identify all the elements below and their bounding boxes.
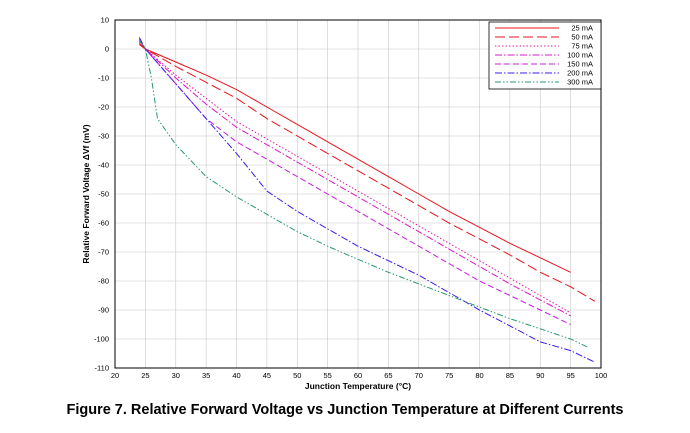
legend-label: 300 mA (567, 78, 593, 87)
series-line-200-ma (138, 37, 596, 363)
series-line-25-ma (139, 44, 571, 273)
x-tick-label: 80 (475, 371, 483, 380)
y-tick-label: -30 (98, 132, 109, 141)
y-tick-label: -20 (98, 103, 109, 112)
y-tick-label: -70 (98, 248, 109, 257)
x-tick-label: 50 (293, 371, 301, 380)
x-tick-label: 95 (566, 371, 574, 380)
x-tick-label: 85 (506, 371, 514, 380)
series-line-150-ma (138, 38, 571, 325)
x-tick-label: 30 (172, 371, 180, 380)
y-axis-label: Relative Forward Voltage ΔVf (mV) (81, 124, 91, 263)
y-tick-label: -10 (98, 74, 109, 83)
y-tick-label: -50 (98, 190, 109, 199)
y-tick-label: -60 (98, 219, 109, 228)
series-line-50-ma (138, 42, 596, 302)
y-tick-label: -40 (98, 161, 109, 170)
x-tick-label: 20 (111, 371, 119, 380)
legend-label: 50 mA (571, 33, 593, 42)
plot-frame (114, 19, 602, 369)
y-tick-label: -110 (95, 364, 109, 373)
series-line-100-ma (138, 40, 571, 317)
x-axis-label: Junction Temperature (°C) (305, 381, 411, 391)
legend-label: 25 mA (571, 24, 593, 33)
legend-label: 200 mA (567, 69, 593, 78)
x-tick-label: 65 (384, 371, 392, 380)
y-tick-label: -100 (94, 335, 109, 344)
figure-caption: Figure 7. Relative Forward Voltage vs Ju… (66, 402, 624, 418)
x-tick-label: 25 (141, 371, 149, 380)
y-tick-label: -90 (98, 306, 109, 315)
x-tick-label: 45 (263, 371, 271, 380)
y-tick-label: 10 (101, 16, 109, 25)
x-tick-label: 90 (536, 371, 544, 380)
series-line-300-ma (138, 40, 590, 349)
legend-label: 100 mA (567, 51, 593, 60)
x-tick-label: 35 (202, 371, 210, 380)
chart: 20 25 30 35 40 45 50 55 60 65 70 75 80 85 90 95 100100-1… (81, 16, 607, 392)
series-lines (138, 37, 596, 363)
x-tick-label: 55 (323, 371, 331, 380)
x-tick-label: 40 (232, 371, 240, 380)
x-tick-label: 100 (595, 371, 608, 380)
legend-label: 75 mA (571, 42, 593, 51)
x-tick-label: 60 (354, 371, 362, 380)
y-tick-label: 0 (105, 45, 109, 54)
x-tick-label: 75 (445, 371, 453, 380)
y-tick-label: -80 (98, 277, 109, 286)
legend-label: 150 mA (567, 60, 593, 69)
tick-labels: 20 25 30 35 40 45 50 55 60 65 70 75 80 85 90 95 100100-1… (94, 16, 607, 381)
x-tick-label: 70 (415, 371, 423, 380)
